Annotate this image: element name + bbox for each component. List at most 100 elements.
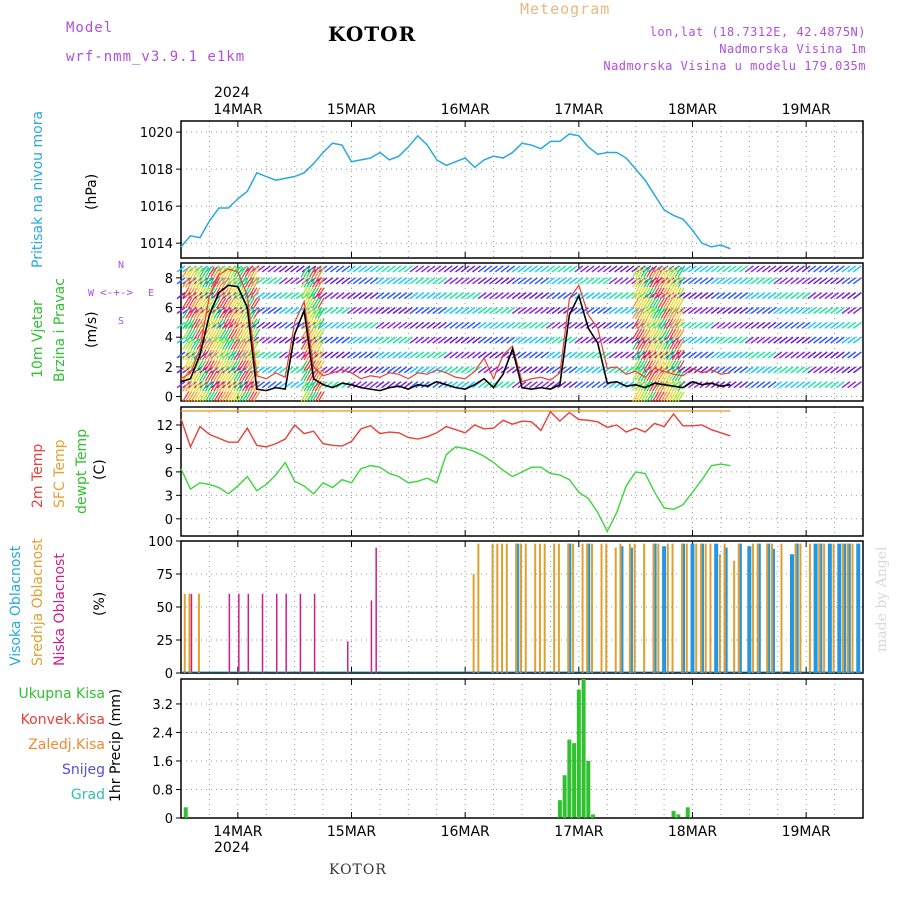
- wind-barb: [341, 336, 351, 344]
- wind-barb: [580, 351, 589, 359]
- wind-barb-strong: [674, 308, 682, 319]
- wind-barb: [176, 381, 186, 389]
- wind-barb: [705, 277, 714, 285]
- wind-barb: [813, 292, 822, 300]
- wind-barb: [511, 277, 521, 285]
- wind-barb-strong: [193, 328, 201, 340]
- wind-barb-strong: [674, 339, 682, 350]
- wind-barb: [284, 306, 294, 315]
- wind-barb-strong: [649, 391, 657, 402]
- wind-barb: [580, 277, 589, 285]
- wind-barb-strong: [634, 318, 643, 330]
- compass-cross-icon: <-+->: [100, 286, 134, 299]
- wind-barb: [386, 381, 396, 389]
- wind-barb-strong: [634, 276, 643, 288]
- wind-barb-strong: [222, 339, 230, 350]
- wind-barb-strong: [674, 266, 682, 278]
- wind-barb: [472, 292, 481, 300]
- wind-barb-strong: [671, 276, 679, 288]
- wind-barb: [818, 265, 828, 273]
- year-bottom-label: 2024: [214, 840, 250, 856]
- wind-barb: [392, 292, 402, 300]
- wind-barb-strong: [241, 328, 249, 340]
- wind-barb-strong: [663, 360, 671, 371]
- wind-barb-strong: [236, 370, 244, 382]
- wind-barb: [744, 366, 754, 374]
- wind-barb-strong: [222, 297, 230, 309]
- wind-barb-strong: [210, 370, 218, 382]
- wind-barb-strong: [204, 339, 212, 350]
- wind-barb-strong: [236, 276, 244, 288]
- wind-barb: [625, 292, 635, 300]
- wind-barb: [330, 366, 339, 374]
- wind-barb: [369, 306, 379, 315]
- wind-barb-strong: [222, 349, 230, 361]
- wind-barb: [267, 366, 277, 374]
- wind-barb: [699, 265, 709, 273]
- wind-barb: [750, 306, 760, 315]
- wind-barb: [494, 277, 504, 285]
- wind-barb: [472, 351, 481, 359]
- wind-barb-strong: [317, 328, 325, 340]
- wind-barb-strong: [236, 349, 244, 361]
- wind-barb-strong: [663, 391, 671, 402]
- wind-barb-strong: [669, 391, 677, 402]
- wind-barb: [699, 292, 709, 300]
- wind-barb-strong: [233, 339, 241, 350]
- wind-barb: [614, 336, 624, 344]
- wind-barb-strong: [210, 276, 218, 288]
- wind-barb-strong: [233, 370, 241, 382]
- wind-barb: [534, 321, 544, 329]
- legend-freezing-rain: Zaledj.Kisa: [28, 737, 105, 753]
- wind-barb: [381, 265, 391, 273]
- wind-barb-strong: [317, 276, 325, 288]
- wind-barb-strong: [317, 308, 325, 319]
- wind-barb: [358, 292, 368, 300]
- wind-barb-strong: [637, 297, 645, 309]
- precip-bar: [671, 810, 676, 818]
- wind-barb-strong: [649, 360, 657, 371]
- date-label-bottom: 18MAR: [668, 824, 717, 840]
- wind-barb: [773, 366, 783, 374]
- wind-barb: [625, 277, 635, 285]
- wind-barb: [392, 265, 402, 273]
- wind-barb: [494, 351, 504, 359]
- wind-barb: [415, 277, 425, 285]
- wind-barb: [807, 381, 817, 389]
- wind-barb: [500, 277, 510, 285]
- wind-barb: [449, 321, 459, 329]
- wind-barb: [796, 366, 805, 374]
- wind-barb-strong: [652, 380, 660, 392]
- wind-barb: [443, 292, 453, 300]
- wind-barb-strong: [677, 360, 685, 371]
- wind-barb: [358, 306, 368, 315]
- data-marks: [176, 133, 863, 819]
- wind-barb: [352, 292, 362, 300]
- wind-barb-strong: [637, 266, 645, 278]
- wind-barb-strong: [669, 370, 677, 382]
- wind-barb: [580, 381, 589, 389]
- wind-barb: [801, 336, 811, 344]
- wind-barb: [739, 366, 749, 374]
- wind-barb-strong: [236, 328, 244, 340]
- wind-barb: [693, 265, 703, 273]
- wind-barb: [364, 277, 373, 285]
- wind-barb-strong: [663, 276, 671, 288]
- wind-barb-strong: [640, 339, 648, 350]
- wind-barb: [511, 321, 521, 329]
- wind-barb-strong: [236, 318, 244, 330]
- wind-barb: [460, 277, 470, 285]
- wind-barb-strong: [236, 297, 244, 309]
- wind-barb-strong: [193, 297, 201, 309]
- wind-barb-strong: [230, 391, 238, 402]
- wind-barb-strong: [199, 308, 207, 319]
- wind-barb: [523, 265, 533, 273]
- wind-barb-strong: [236, 339, 244, 350]
- wind-barb-strong: [632, 287, 640, 298]
- wind-barb-strong: [250, 391, 258, 402]
- wind-barb: [796, 381, 805, 389]
- wind-barb-strong: [247, 391, 255, 402]
- wind-barb-strong: [224, 380, 232, 392]
- wind-barb: [273, 351, 283, 359]
- wind-barb: [267, 265, 277, 273]
